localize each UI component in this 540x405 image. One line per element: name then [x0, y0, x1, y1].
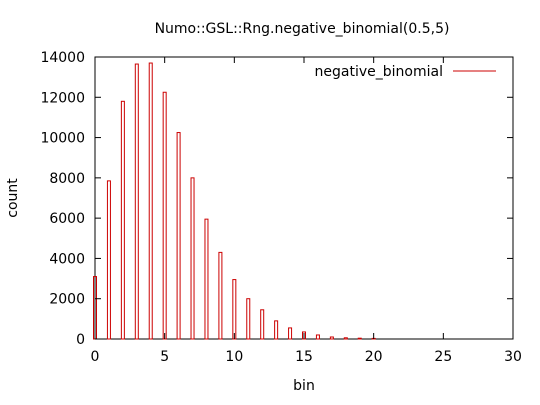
bar — [246, 298, 251, 340]
y-tick-label: 8000 — [49, 171, 85, 187]
x-tick-label: 10 — [225, 349, 243, 365]
y-tick-label: 12000 — [40, 90, 85, 106]
bar — [134, 63, 139, 340]
bar — [357, 337, 362, 340]
y-tick-label: 0 — [76, 332, 85, 348]
bar — [218, 251, 223, 340]
bar — [120, 100, 125, 340]
x-axis-ticks: 0 5 10 15 20 25 30 — [91, 57, 522, 365]
bar — [204, 218, 209, 340]
bar — [148, 62, 153, 340]
bar — [190, 177, 195, 340]
x-axis-label: bin — [293, 378, 315, 394]
y-tick-label: 2000 — [49, 292, 85, 308]
legend-label: negative_binomial — [315, 64, 443, 80]
x-tick-label: 25 — [434, 349, 452, 365]
bar — [232, 279, 237, 340]
bar — [274, 320, 279, 340]
bar — [315, 334, 320, 340]
bar — [162, 91, 167, 340]
bar — [329, 336, 334, 340]
x-tick-label: 30 — [504, 349, 522, 365]
chart-title: Numo::GSL::Rng.negative_binomial(0.5,5) — [155, 21, 450, 37]
bar — [260, 309, 265, 340]
bar — [288, 327, 293, 340]
bar — [176, 132, 181, 340]
y-axis-ticks: 0 2000 4000 6000 8000 10000 12000 14000 — [40, 50, 513, 348]
legend: negative_binomial — [315, 64, 496, 80]
x-tick-label: 5 — [160, 349, 169, 365]
bar — [343, 337, 348, 340]
bar — [106, 180, 111, 340]
plot-border — [94, 56, 514, 340]
y-tick-label: 14000 — [40, 50, 85, 66]
y-tick-label: 4000 — [49, 251, 85, 267]
bar-series — [93, 62, 376, 340]
y-tick-label: 6000 — [49, 211, 85, 227]
x-tick-label: 20 — [365, 349, 383, 365]
y-axis-label: count — [5, 178, 21, 218]
x-tick-label: 15 — [295, 349, 313, 365]
y-tick-label: 10000 — [40, 131, 85, 147]
plot-frame — [94, 56, 514, 340]
x-tick-label: 0 — [91, 349, 100, 365]
